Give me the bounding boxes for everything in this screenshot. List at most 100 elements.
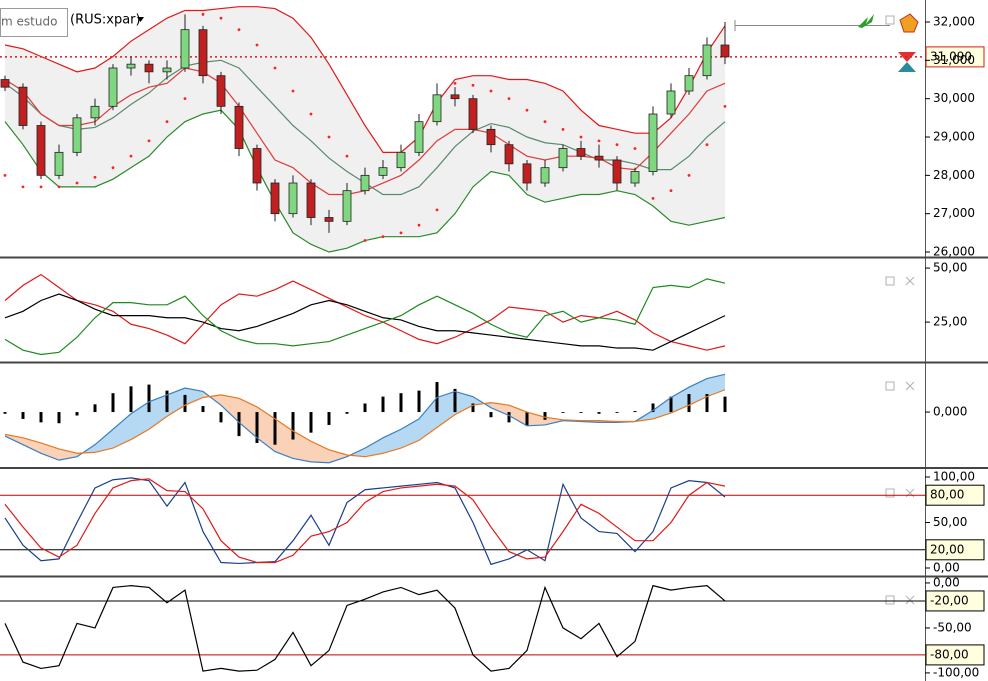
maximize-button[interactable] (885, 595, 895, 605)
candle-body (702, 44, 712, 77)
macd-fill (41, 442, 59, 461)
sar-dot (75, 181, 79, 185)
tool-icon[interactable] (858, 14, 874, 28)
sar-dot (291, 89, 295, 93)
candle-body (54, 151, 64, 176)
value-label: -20,00 (930, 593, 969, 607)
candle-body (216, 75, 226, 107)
candle-body (144, 63, 154, 73)
value-label: 80,00 (930, 488, 964, 502)
macd-fill (653, 397, 671, 419)
sar-dot (3, 173, 7, 177)
sar-dot (165, 120, 169, 124)
sar-dot (705, 143, 709, 147)
value-label: -80,00 (930, 647, 969, 661)
candle-body (540, 167, 550, 184)
candle-body (162, 67, 172, 73)
candle-body (450, 94, 460, 100)
macd-fill (23, 437, 41, 454)
close-button[interactable] (905, 276, 915, 286)
candle-body (396, 151, 406, 169)
macd-fill (329, 449, 347, 463)
maximize-button[interactable] (885, 15, 895, 25)
alert-icon[interactable] (899, 13, 919, 33)
sar-dot (345, 154, 349, 158)
sar-dot (39, 185, 43, 189)
sar-dot (381, 235, 385, 239)
sar-dot (435, 208, 439, 212)
y-tick-label: -50,00 (933, 620, 972, 634)
sar-dot (309, 112, 313, 116)
sar-dot (57, 185, 61, 189)
y-tick-label: 0,00 (933, 575, 960, 589)
candle-body (36, 125, 46, 176)
candle-body (414, 121, 424, 153)
maximize-button[interactable] (885, 381, 895, 391)
sar-dot (399, 231, 403, 235)
sar-dot (111, 166, 115, 170)
candle-body (648, 113, 658, 172)
candle-body (594, 155, 604, 161)
macd-fill (221, 394, 239, 423)
sar-dot (525, 108, 529, 112)
candle-body (486, 128, 496, 146)
candle-body (180, 29, 190, 69)
candle-body (342, 190, 352, 222)
candle-body (108, 67, 118, 107)
y-tick-label: 30,000 (933, 91, 975, 105)
macd-fill (509, 405, 527, 426)
sar-dot (471, 83, 475, 87)
y-tick-label: 50,00 (933, 515, 967, 529)
sar-dot (615, 143, 619, 147)
candle-body (252, 148, 262, 184)
candle-body (612, 159, 622, 184)
alert-icon[interactable] (898, 62, 916, 72)
close-button[interactable] (905, 595, 915, 605)
dropdown-arrow[interactable] (137, 17, 144, 22)
candle-body (306, 182, 316, 218)
sar-dot (93, 175, 97, 179)
study-box[interactable] (0, 8, 68, 37)
macd-fill (257, 406, 275, 452)
value-label-box (925, 590, 985, 612)
sar-dot (633, 147, 637, 150)
candle-body (126, 63, 136, 69)
sar-dot (327, 135, 331, 139)
macd-fill (149, 394, 167, 430)
candle-body (324, 217, 334, 222)
y-tick-label: 32,000 (933, 15, 975, 29)
candle-body (198, 29, 208, 77)
symbol-title[interactable]: (RUS:xpar) (70, 13, 141, 28)
sar-dot (363, 239, 367, 242)
sar-dot (687, 173, 691, 177)
candle-body (270, 182, 280, 215)
y-tick-label: -100,00 (933, 665, 979, 679)
candle-body (360, 174, 370, 192)
sar-dot (579, 135, 583, 139)
candle-body (90, 105, 100, 119)
y-tick-label: 0,00 (933, 560, 960, 574)
candle-body (720, 44, 730, 58)
candle-body (288, 182, 298, 215)
y-tick-label: 25,00 (933, 315, 967, 329)
macd-fill (113, 413, 131, 449)
candle-body (558, 148, 568, 169)
macd-fill (239, 398, 257, 438)
value-label: 20,00 (930, 542, 964, 556)
sar-dot (147, 139, 151, 143)
maximize-button[interactable] (885, 488, 895, 498)
sar-dot (183, 97, 187, 101)
candle-body (522, 163, 532, 184)
series-line (4, 389, 726, 458)
sar-dot (21, 185, 25, 189)
series-line (4, 273, 726, 351)
maximize-button[interactable] (885, 276, 895, 286)
series-line (4, 584, 726, 672)
close-button[interactable] (905, 381, 915, 391)
y-tick-label: 28,000 (933, 168, 975, 182)
value-label-box (925, 644, 985, 666)
macd-fill (311, 441, 329, 463)
sar-dot (255, 43, 259, 47)
sar-dot (129, 154, 133, 158)
sar-dot (417, 223, 421, 227)
